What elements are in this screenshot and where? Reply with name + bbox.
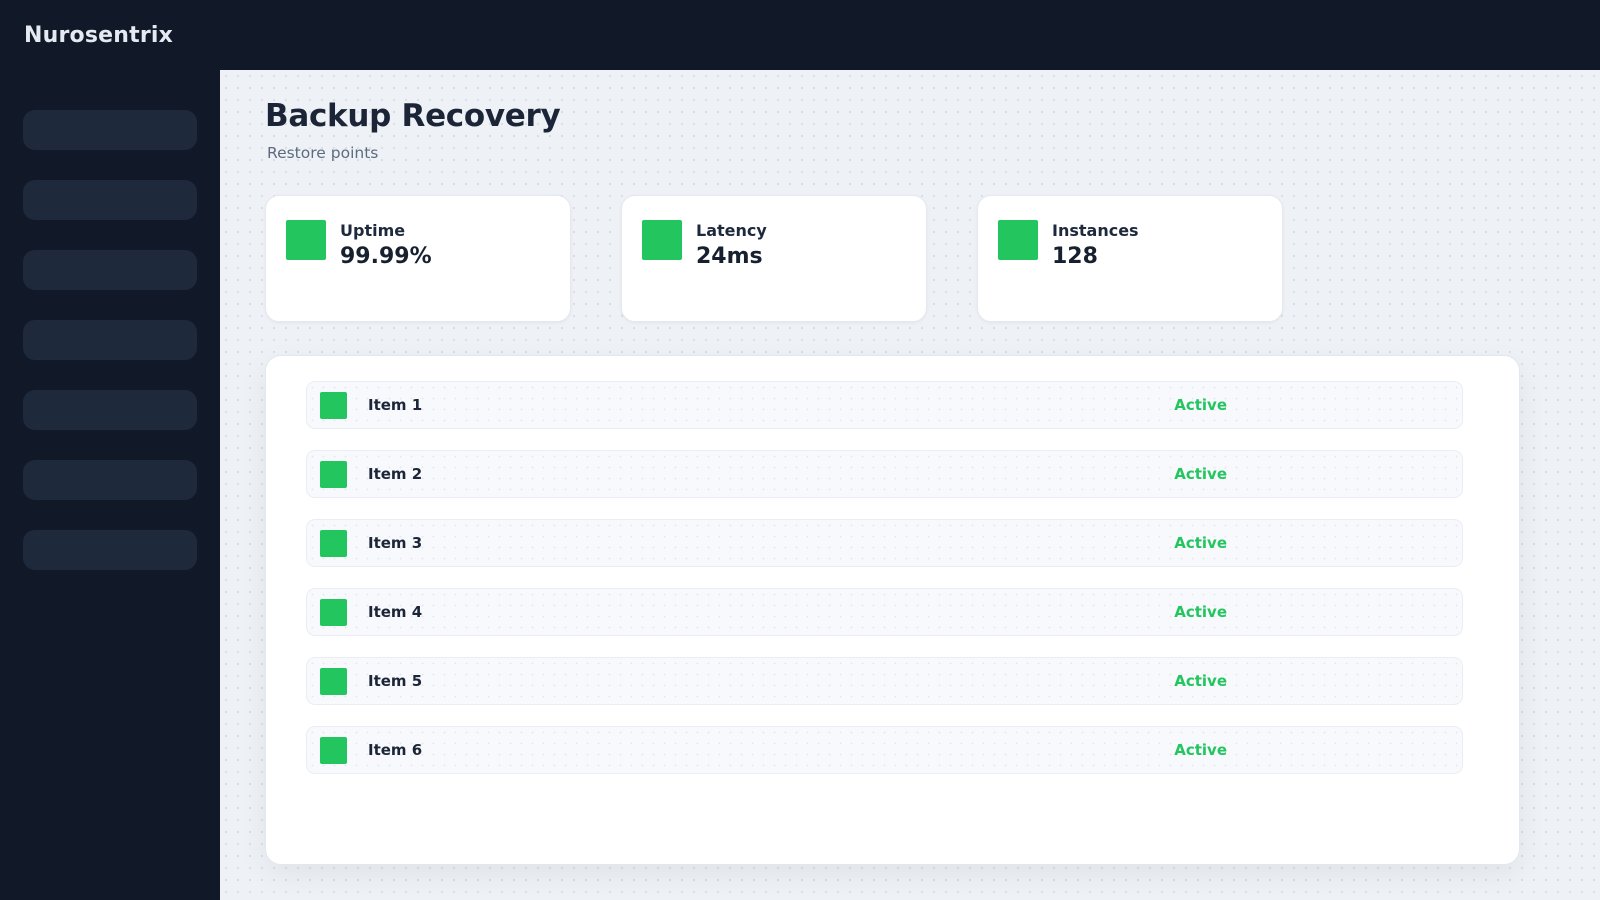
- stat-value: 99.99%: [340, 244, 432, 269]
- table-row[interactable]: Item 1 Active: [306, 381, 1463, 429]
- stat-card: Latency 24ms: [621, 195, 927, 322]
- green-square-icon: [320, 460, 347, 488]
- green-square-icon: [642, 220, 682, 260]
- table-row[interactable]: Item 2 Active: [306, 450, 1463, 498]
- stat-label: Latency: [696, 221, 767, 240]
- brand-logo: Nurosentrix: [24, 23, 174, 48]
- sidebar-nav-placeholder[interactable]: [23, 180, 197, 220]
- sidebar-nav: [0, 110, 220, 570]
- green-square-icon: [320, 736, 347, 764]
- stat-label: Instances: [1052, 221, 1139, 240]
- stat-card: Instances 128: [977, 195, 1283, 322]
- item-name: Item 1: [368, 396, 423, 414]
- sidebar-nav-placeholder[interactable]: [23, 320, 197, 360]
- sidebar-nav-placeholder[interactable]: [23, 110, 197, 150]
- table-row[interactable]: Item 4 Active: [306, 588, 1463, 636]
- stat-text: Latency 24ms: [696, 220, 767, 269]
- table-row[interactable]: Item 3 Active: [306, 519, 1463, 567]
- item-name: Item 5: [368, 672, 423, 690]
- item-name: Item 2: [368, 465, 423, 483]
- item-name: Item 4: [368, 603, 423, 621]
- green-square-icon: [998, 220, 1038, 260]
- stat-label: Uptime: [340, 221, 406, 240]
- green-square-icon: [320, 667, 347, 695]
- status-badge: Active: [1174, 741, 1227, 759]
- green-square-icon: [320, 391, 347, 419]
- status-badge: Active: [1174, 534, 1227, 552]
- sidebar-nav-placeholder[interactable]: [23, 460, 197, 500]
- page-subtitle: Restore points: [267, 144, 379, 162]
- main-column: Backup Recovery Restore points Uptime 99…: [220, 0, 1600, 900]
- green-square-icon: [320, 598, 347, 626]
- item-name: Item 6: [368, 741, 423, 759]
- stat-text: Uptime 99.99%: [340, 220, 432, 269]
- status-badge: Active: [1174, 672, 1227, 690]
- stats-row: Uptime 99.99% Latency 24ms Instances 128: [265, 195, 1555, 322]
- page-title: Backup Recovery: [265, 98, 561, 134]
- green-square-icon: [320, 529, 347, 557]
- green-square-icon: [286, 220, 326, 260]
- stat-card: Uptime 99.99%: [265, 195, 571, 322]
- status-badge: Active: [1174, 396, 1227, 414]
- sidebar: Nurosentrix: [0, 0, 220, 900]
- table-row[interactable]: Item 5 Active: [306, 657, 1463, 705]
- stat-value: 128: [1052, 244, 1098, 269]
- status-badge: Active: [1174, 465, 1227, 483]
- main-content: Backup Recovery Restore points Uptime 99…: [220, 70, 1600, 900]
- items-panel: Item 1 Active Item 2 Active Item 3 Activ…: [265, 355, 1520, 865]
- table-row[interactable]: Item 6 Active: [306, 726, 1463, 774]
- sidebar-nav-placeholder[interactable]: [23, 390, 197, 430]
- sidebar-nav-placeholder[interactable]: [23, 530, 197, 570]
- item-name: Item 3: [368, 534, 423, 552]
- status-badge: Active: [1174, 603, 1227, 621]
- sidebar-nav-placeholder[interactable]: [23, 250, 197, 290]
- stat-value: 24ms: [696, 244, 763, 269]
- top-header: [220, 0, 1600, 70]
- stat-text: Instances 128: [1052, 220, 1139, 269]
